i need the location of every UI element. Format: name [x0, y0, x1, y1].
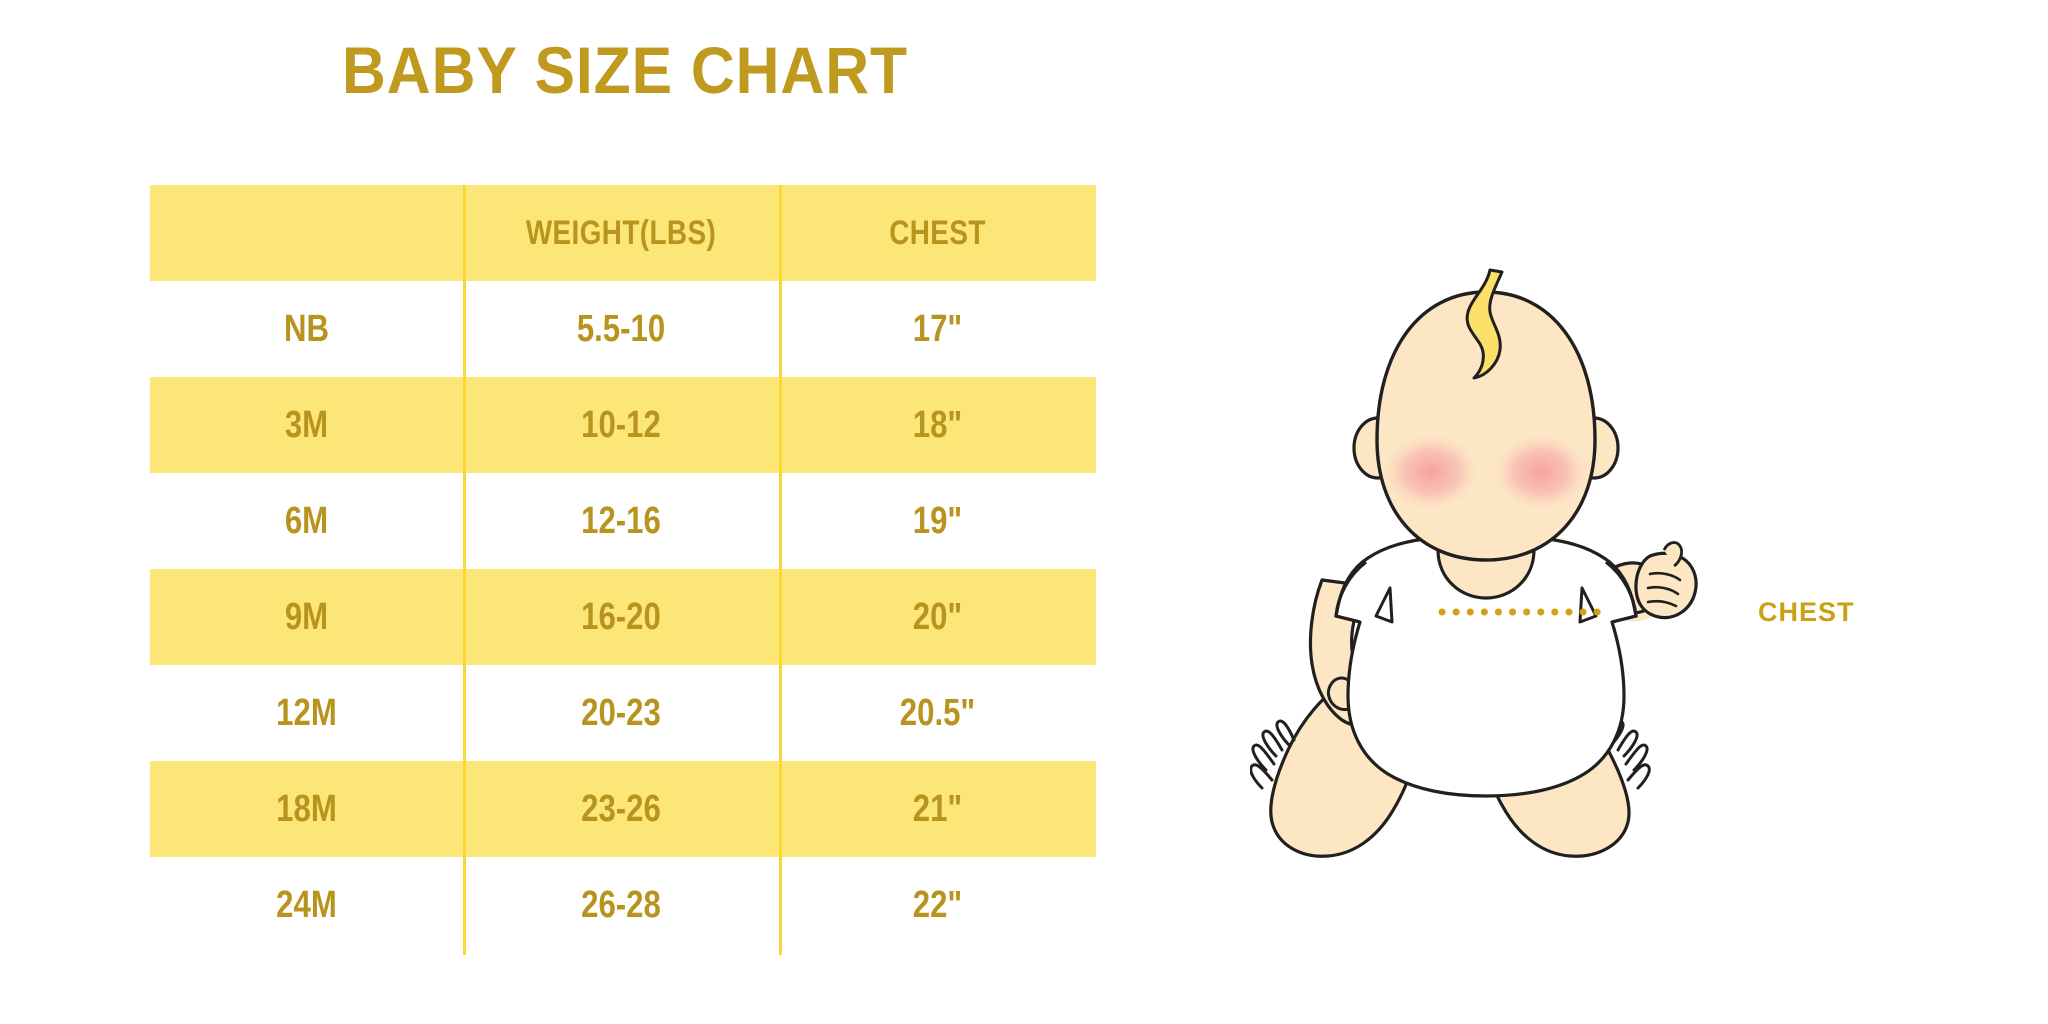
baby-head-group: [1352, 268, 1620, 600]
header-cell-chest: CHEST: [889, 214, 986, 252]
table-row: 9M 16-20 20": [150, 569, 1096, 665]
cell-weight: 20-23: [581, 692, 661, 734]
cell-size: 9M: [284, 596, 329, 638]
header-cell-weight: WEIGHT(LBS): [525, 214, 717, 252]
baby-figure-illustration: [1249, 250, 1770, 870]
right-hand-thumb: [1662, 541, 1683, 568]
right-hand-knuckles: [1646, 571, 1682, 608]
cell-chest: 18": [912, 404, 963, 446]
chest-measure-label: CHEST: [1758, 597, 1855, 627]
table-row: 6M 12-16 19": [150, 473, 1096, 569]
hair-curl: [1465, 268, 1504, 380]
right-cheek: [1491, 432, 1591, 512]
cell-weight: 10-12: [581, 404, 661, 446]
cell-chest: 17": [912, 308, 963, 350]
table-header-row: WEIGHT(LBS) CHEST: [150, 185, 1096, 281]
right-foot-toes: [1604, 719, 1651, 790]
cell-chest: 22": [912, 884, 963, 926]
cell-size: 12M: [276, 692, 337, 734]
table-row: 18M 23-26 21": [150, 761, 1096, 857]
cell-size: NB: [283, 308, 329, 350]
cell-weight: 23-26: [581, 788, 661, 830]
cell-weight: 16-20: [581, 596, 661, 638]
left-sleeve-cuff: [1334, 560, 1367, 624]
right-sleeve-cuff: [1605, 560, 1638, 624]
table-row: 12M 20-23 20.5": [150, 665, 1096, 761]
cell-weight: 12-16: [581, 500, 661, 542]
table-row: 3M 10-12 18": [150, 377, 1096, 473]
column-divider-1: [463, 185, 466, 955]
table-row: 24M 26-28 22": [150, 857, 1096, 953]
cell-size: 24M: [276, 884, 337, 926]
cell-chest: 19": [912, 500, 963, 542]
right-hand-fist: [1634, 551, 1698, 620]
baby-size-table: WEIGHT(LBS) CHEST NB 5.5-10 17" 3M 10-12…: [150, 185, 1096, 955]
cell-chest: 20.5": [899, 692, 976, 734]
cell-size: 6M: [284, 500, 329, 542]
table-row: NB 5.5-10 17": [150, 281, 1096, 377]
cell-weight: 26-28: [581, 884, 661, 926]
left-foot-toes: [1249, 719, 1296, 790]
cell-size: 18M: [276, 788, 337, 830]
chest-notch-left: [1374, 586, 1394, 624]
column-divider-2: [779, 185, 782, 955]
cell-chest: 20": [912, 596, 963, 638]
left-cheek: [1381, 432, 1481, 512]
cell-chest: 21": [912, 788, 963, 830]
cell-size: 3M: [284, 404, 329, 446]
cell-weight: 5.5-10: [576, 308, 666, 350]
page-title: BABY SIZE CHART: [342, 33, 908, 107]
